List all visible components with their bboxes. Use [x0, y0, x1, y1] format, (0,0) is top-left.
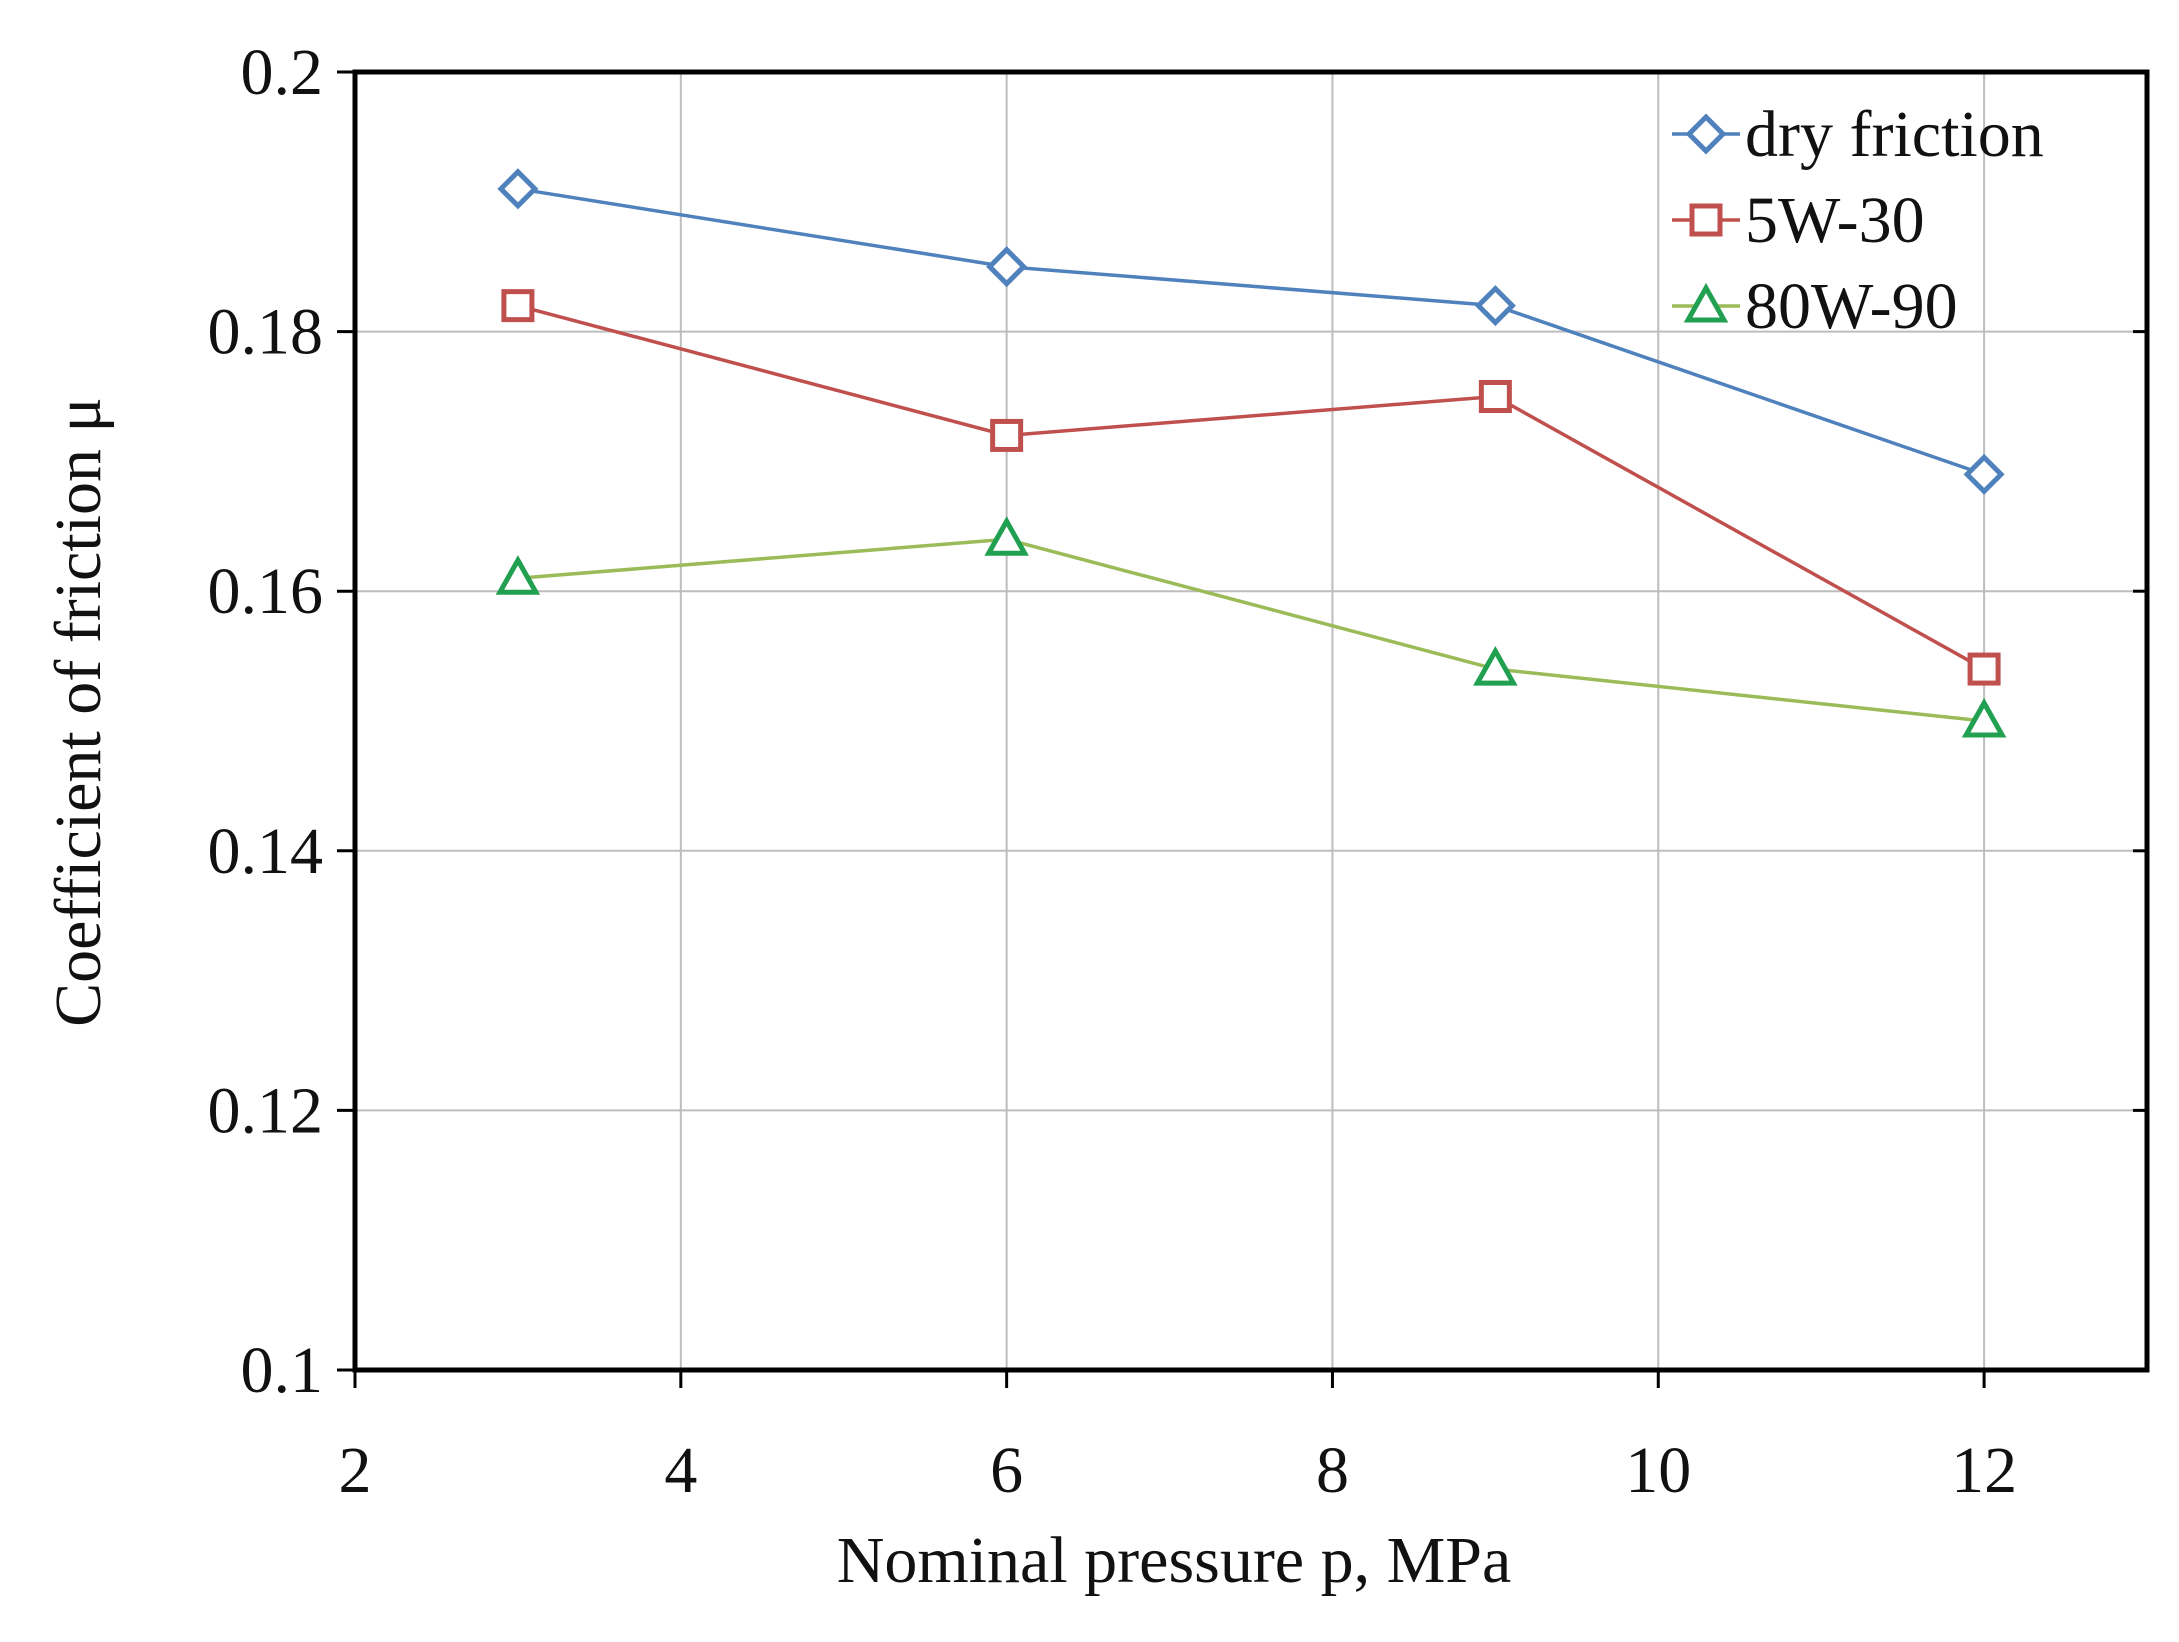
data-point-5w-30	[1967, 652, 2001, 686]
x-tick-label: 2	[339, 1434, 372, 1507]
legend-marker-80w-90	[1683, 282, 1729, 323]
data-point-80w-90	[495, 555, 541, 595]
series-markers	[495, 168, 2007, 738]
data-point-dry-friction	[986, 246, 1028, 288]
legend-marker-dry-friction	[1685, 113, 1727, 155]
data-point-dry-friction	[497, 168, 539, 210]
x-tick-label: 12	[1951, 1434, 2017, 1507]
series-line-80w-90	[517, 537, 1985, 723]
y-tick-label: 0.2	[241, 36, 324, 109]
y-tick-label: 0.18	[208, 296, 324, 369]
y-axis-label: Coefficient of friction μ	[42, 397, 115, 1027]
data-point-80w-90	[1473, 645, 1518, 686]
y-tick-label: 0.14	[208, 815, 324, 888]
data-point-80w-90	[1961, 697, 2007, 738]
y-tick-label: 0.12	[208, 1074, 324, 1147]
data-point-dry-friction	[1474, 285, 1516, 327]
legend: dry friction 5W-30 80W-90	[1672, 98, 2044, 343]
y-tick-label: 0.16	[208, 555, 324, 628]
y-tick-label: 0.1	[241, 1334, 324, 1407]
x-axis-label: Nominal pressure p, MPa	[837, 1524, 1512, 1597]
data-point-dry-friction	[1963, 453, 2005, 495]
x-tick-label: 10	[1625, 1434, 1691, 1507]
grid	[355, 71, 2147, 1370]
axis-ticks: 2 4 6 8 10 12 0.1 0.12 0.14 0.16 0.18 0.2	[208, 36, 2147, 1507]
series-lines	[517, 187, 1985, 723]
legend-label-dry-friction: dry friction	[1745, 98, 2044, 171]
legend-label-80w-90: 80W-90	[1745, 270, 1958, 343]
data-point-5w-30	[1478, 380, 1512, 413]
series-line-5w-30	[517, 303, 1985, 671]
legend-marker-5w-30	[1689, 203, 1723, 237]
data-point-5w-30	[990, 418, 1024, 452]
legend-label-5w-30: 5W-30	[1745, 184, 1925, 257]
series-line-dry-friction	[517, 187, 1985, 477]
x-tick-label: 6	[990, 1434, 1023, 1507]
x-tick-label: 8	[1316, 1434, 1349, 1507]
data-point-80w-90	[984, 516, 1029, 556]
plot-area	[352, 69, 2150, 1373]
x-tick-label: 4	[664, 1434, 697, 1507]
plot-frame	[352, 69, 2150, 1373]
data-point-5w-30	[501, 289, 535, 323]
